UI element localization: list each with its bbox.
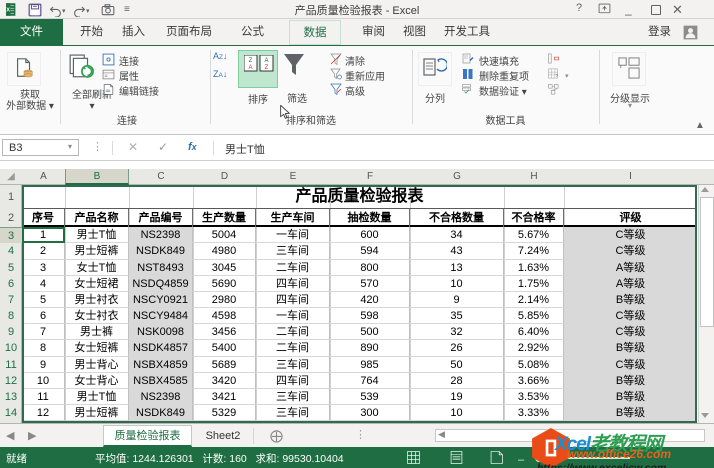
svg-text:?: ? <box>556 73 559 78</box>
svg-text:Z: Z <box>265 65 269 71</box>
svg-text:Z: Z <box>249 58 253 64</box>
svg-text:A: A <box>248 65 252 71</box>
svg-text:A: A <box>264 58 268 64</box>
